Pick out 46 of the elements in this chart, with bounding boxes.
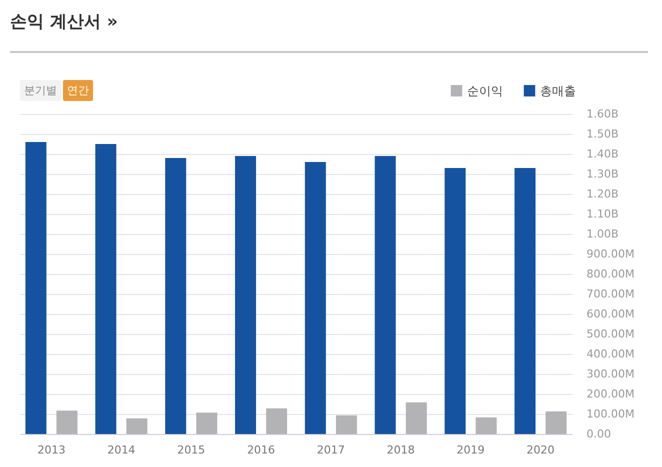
bar [304, 162, 326, 434]
chart-title: 손익 계산서 » [10, 11, 118, 33]
x-tick-label: 2019 [456, 444, 485, 456]
y-tick-label: 1.40B [586, 148, 619, 160]
y-tick-label: 200.00M [586, 388, 634, 400]
x-tick-label: 2020 [526, 444, 555, 456]
y-tick-label: 300.00M [586, 368, 634, 380]
y-tick-label: 0.00 [586, 428, 611, 440]
bar [95, 144, 116, 434]
bar [406, 402, 427, 434]
y-tick-label: 400.00M [586, 348, 634, 360]
bar [165, 158, 186, 434]
x-tick-label: 2013 [37, 444, 66, 456]
y-tick-label: 100.00M [586, 408, 634, 420]
legend-label: 총매출 [540, 84, 576, 98]
x-tick-label: 2016 [247, 444, 276, 456]
bar [374, 156, 396, 434]
bar [235, 156, 256, 434]
y-tick-label: 1.20B [586, 188, 619, 200]
y-tick-label: 700.00M [586, 288, 634, 300]
bar [56, 410, 78, 434]
x-tick-label: 2017 [316, 444, 345, 456]
bar [126, 418, 148, 434]
y-tick-label: 1.10B [586, 208, 619, 220]
x-tick-label: 2015 [177, 444, 206, 456]
bar [546, 411, 567, 434]
bar [444, 168, 466, 434]
y-tick-label: 1.50B [586, 128, 619, 140]
bar [25, 142, 46, 434]
x-tick-label: 2014 [107, 444, 136, 456]
text: 분기별 [20, 80, 61, 101]
bar [266, 408, 288, 434]
y-tick-label: 1.60B [586, 108, 619, 120]
bar [514, 168, 536, 434]
bar [336, 415, 357, 434]
y-tick-label: 900.00M [586, 248, 634, 260]
y-tick-label: 1.30B [586, 168, 619, 180]
text: 연간 [63, 80, 93, 101]
y-tick-label: 600.00M [586, 308, 634, 320]
y-tick-label: 1.00B [586, 228, 619, 240]
legend-label: 순이익 [467, 84, 503, 98]
y-tick-label: 500.00M [586, 328, 634, 340]
bar [196, 412, 218, 434]
x-tick-label: 2018 [386, 444, 415, 456]
y-tick-label: 800.00M [586, 268, 634, 280]
bar [476, 417, 497, 434]
